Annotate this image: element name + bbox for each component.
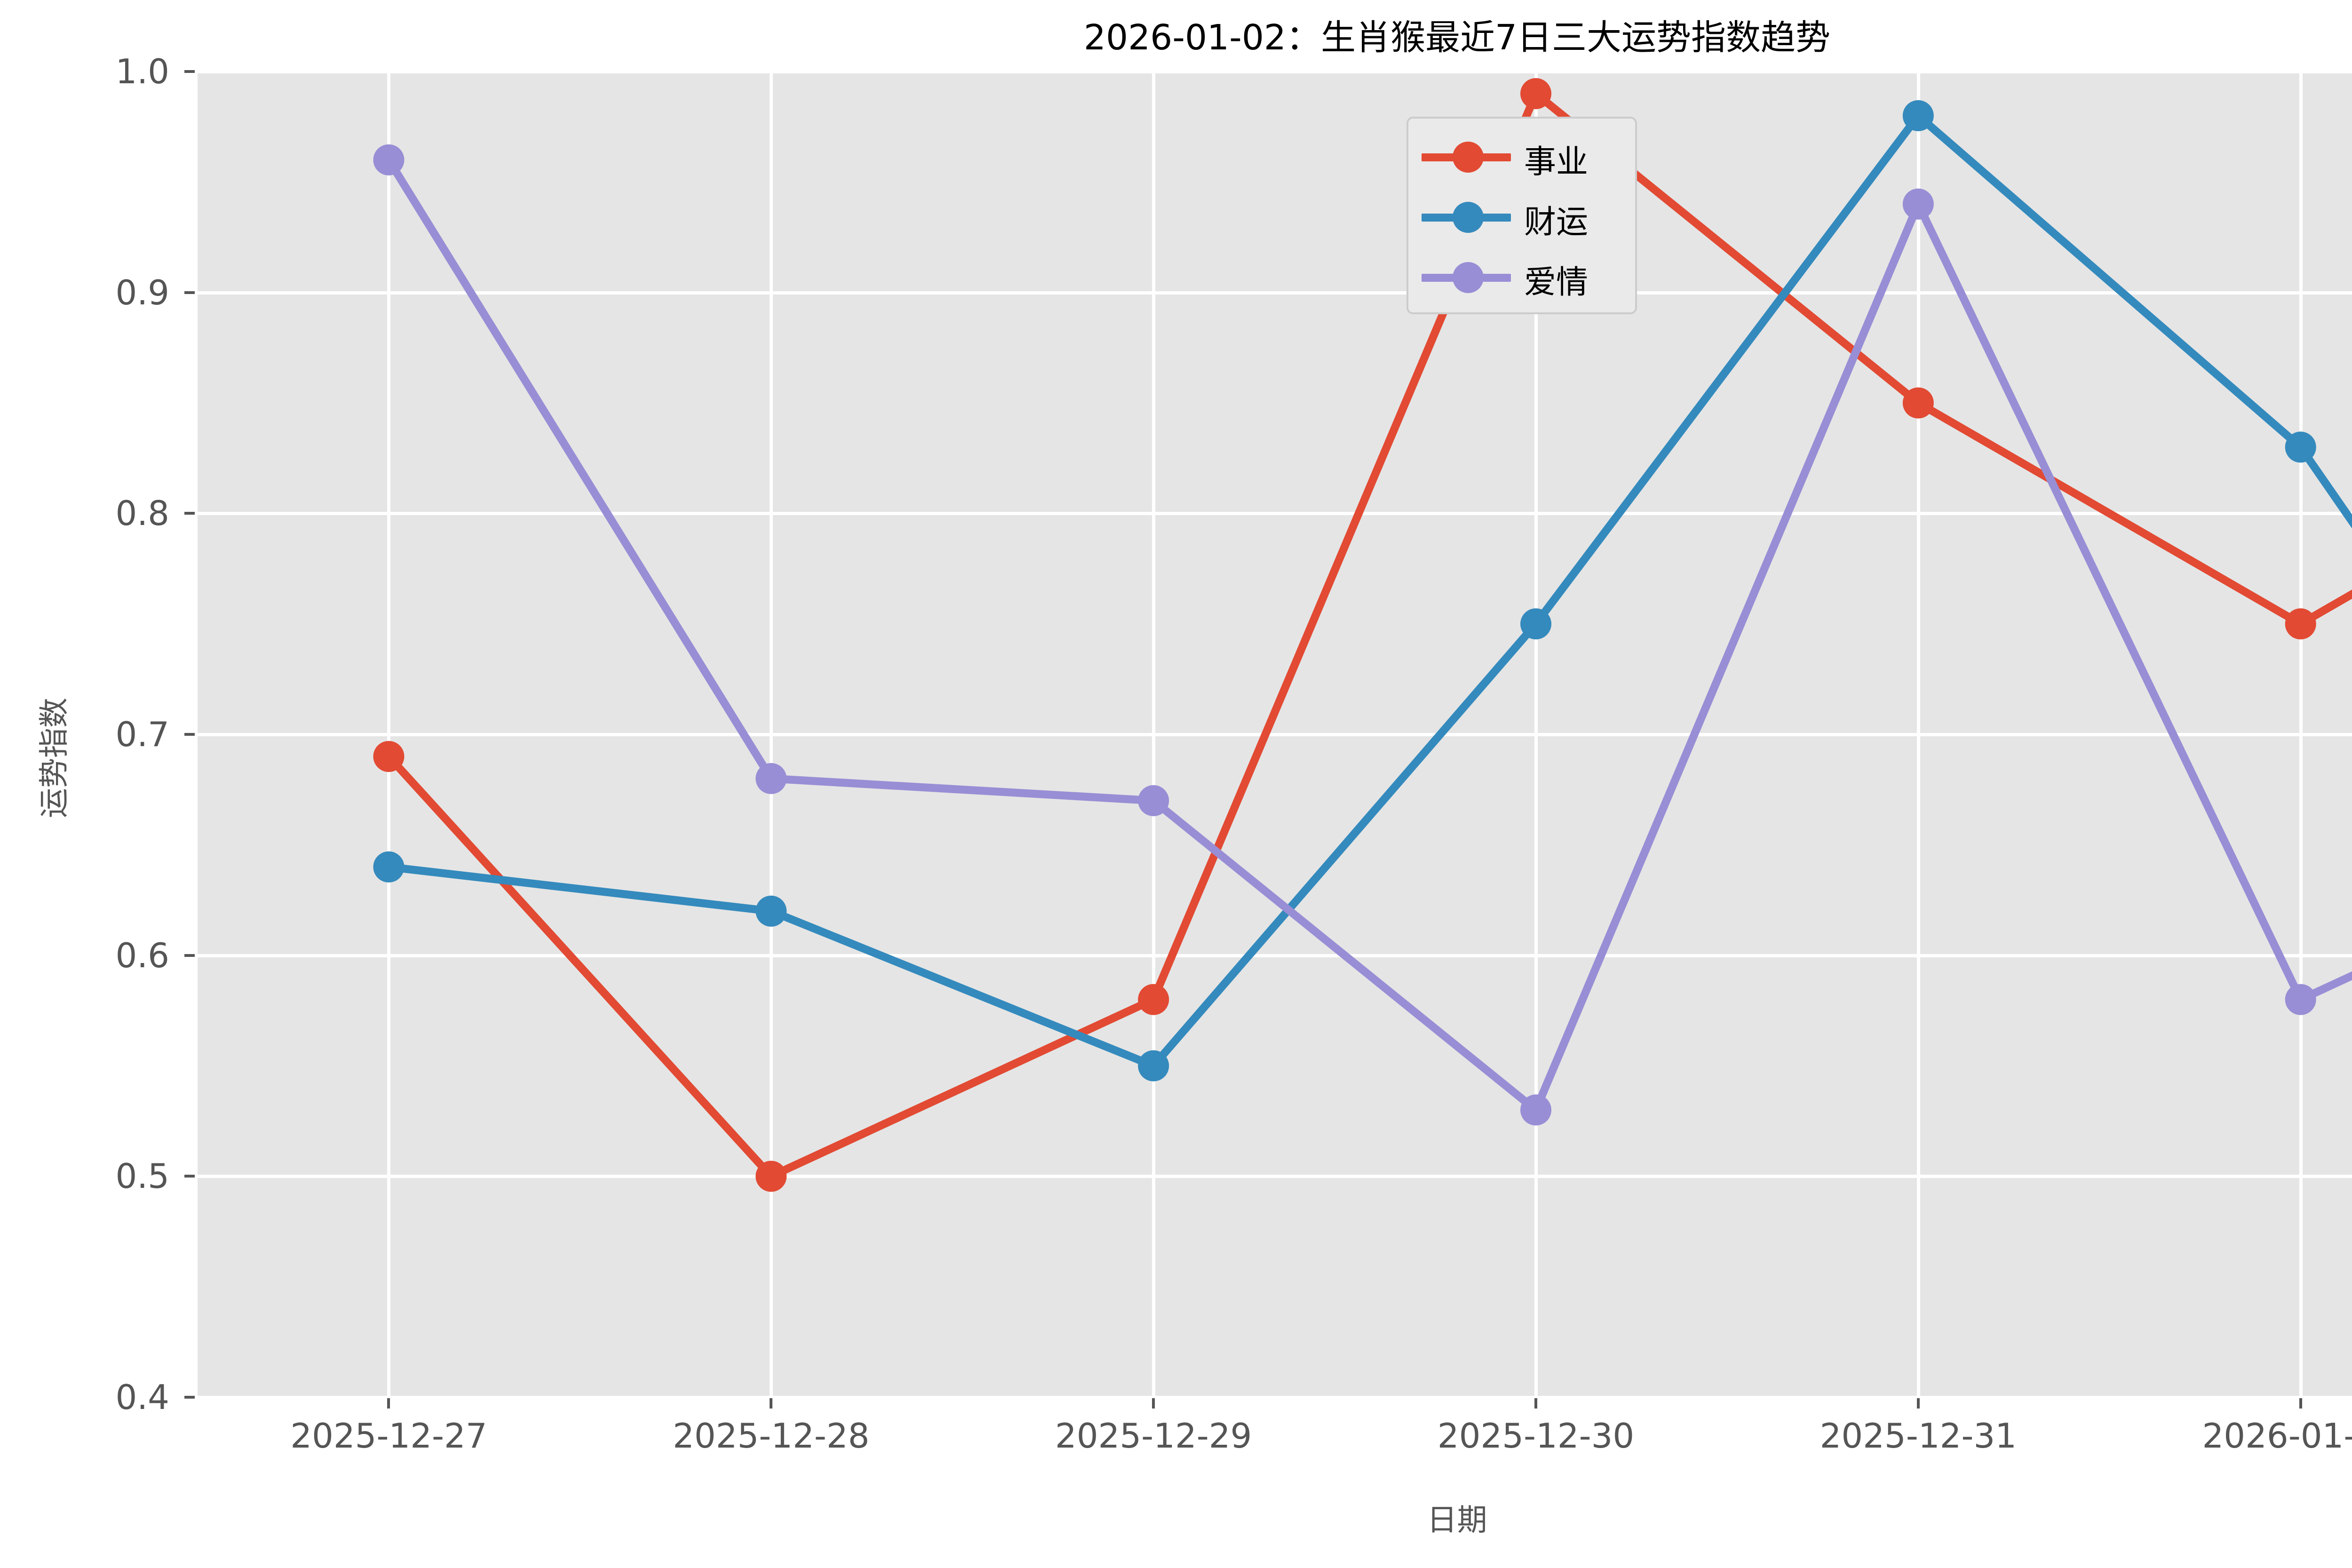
gridline-vertical [1916,72,1920,1397]
data-point [2285,608,2316,640]
gridline-horizontal [198,512,2352,516]
gridline-vertical [1534,72,1538,1397]
data-point [755,1161,787,1192]
legend-marker-icon [1453,202,1484,233]
legend: 事业 财运 爱情 [1406,117,1637,314]
data-point [1902,387,1934,419]
x-tick-mark [1916,1398,1920,1409]
x-tick-label: 2026-01-01 [2202,1416,2352,1456]
y-tick-mark [184,1175,195,1178]
data-point [755,895,787,927]
plot-area [198,70,2352,1399]
y-tick-mark [184,1396,195,1399]
x-tick-mark [1534,1398,1537,1409]
data-point [373,740,405,772]
gridline-horizontal [198,733,2352,736]
legend-label: 爱情 [1524,264,1589,301]
data-point [373,851,405,883]
x-tick-mark [2299,1398,2302,1409]
series-3 [373,144,2352,1126]
legend-marker-icon [1453,142,1484,173]
legend-label: 财运 [1524,204,1589,241]
data-point [1520,78,1551,109]
x-tick-label: 2025-12-29 [1055,1416,1252,1456]
data-point [373,144,405,175]
x-tick-label: 2025-12-31 [1820,1416,2017,1456]
legend-marker-icon [1453,262,1484,293]
data-point [1520,1094,1551,1126]
y-tick-label: 1.0 [115,52,169,91]
gridline-horizontal [198,1175,2352,1178]
data-point [755,763,787,794]
y-tick-mark [184,70,195,73]
y-tick-mark [184,512,195,515]
gridline-horizontal [198,291,2352,294]
legend-item-财运[interactable]: 财运 [1408,187,1635,244]
y-tick-mark [184,291,195,294]
x-tick-label: 2025-12-28 [673,1416,870,1456]
data-point [1520,608,1551,640]
y-tick-label: 0.8 [115,493,169,533]
y-tick-mark [184,954,195,957]
gridline-horizontal [198,1396,2352,1399]
data-point [1138,1050,1169,1082]
series-line [384,111,2352,1070]
y-tick-label: 0.6 [115,935,169,975]
data-point [1138,984,1169,1015]
x-tick-label: 2025-12-27 [290,1416,487,1456]
data-point [2285,431,2316,463]
series-1 [373,78,2352,1192]
series-2 [373,100,2352,1082]
series-layer [373,78,2352,1192]
legend-item-爱情[interactable]: 爱情 [1408,247,1635,304]
gridline-vertical [1152,72,1156,1397]
x-tick-mark [770,1398,773,1409]
x-tick-label: 2025-12-30 [1437,1416,1635,1456]
series-line [384,156,2352,1114]
y-tick-label: 0.7 [115,715,169,754]
data-point [1902,100,1934,131]
y-tick-mark [184,733,195,736]
data-point [2285,984,2316,1015]
gridline-horizontal [198,954,2352,957]
chart-title: 2026-01-02：生肖猴最近7日三大运势指数趋势 [1083,17,1831,58]
gridline-horizontal [198,70,2352,73]
y-tick-label: 0.5 [115,1156,169,1196]
data-point [1902,188,1934,220]
legend-label: 事业 [1524,143,1589,181]
x-tick-mark [1152,1398,1155,1409]
x-tick-mark [387,1398,390,1409]
data-point [1138,785,1169,816]
gridline-vertical [770,72,773,1397]
gridline-vertical [387,72,391,1397]
legend-item-事业[interactable]: 事业 [1408,127,1635,183]
y-tick-label: 0.4 [115,1377,169,1417]
y-tick-label: 0.9 [115,272,169,312]
x-axis-label: 日期 [1427,1503,1487,1538]
y-axis-label: 运势指数 [37,698,72,818]
gridline-vertical [2299,72,2303,1397]
